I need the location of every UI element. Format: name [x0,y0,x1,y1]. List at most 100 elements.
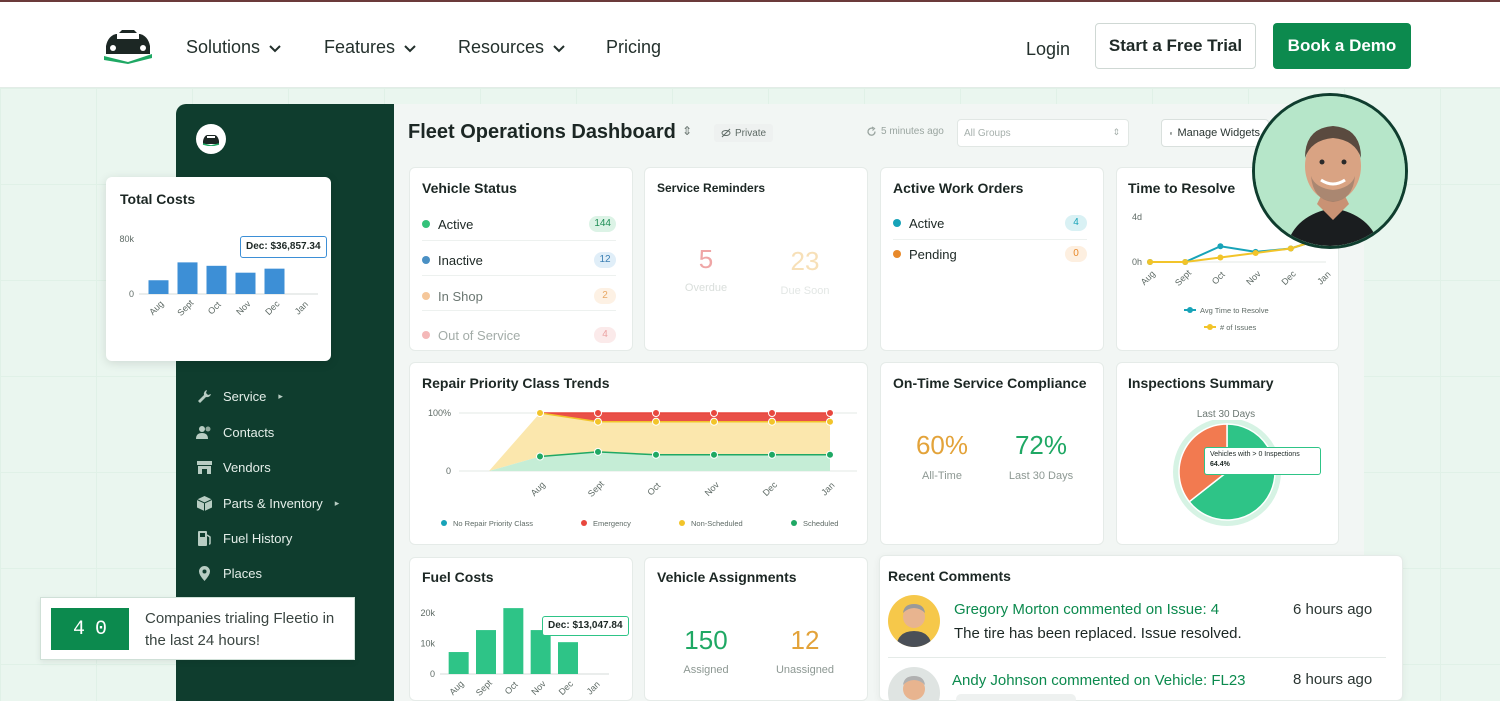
data-point [710,450,718,459]
status-label: Active [909,215,945,231]
manage-widgets-button[interactable]: Manage Widgets [1161,119,1269,147]
time-to-resolve-title: Time to Resolve [1128,180,1236,196]
bar-oct [206,265,227,294]
service-reminders-card[interactable] [644,167,868,351]
eye-off-icon [721,128,731,138]
sidebar-item-vendors[interactable]: Vendors [196,459,271,476]
vehicle-status-row-in-shop[interactable]: In Shop 2 [422,286,616,306]
sidebar-item-parts-inventory[interactable]: Parts & Inventory ▸ [196,495,339,512]
bar-dec [558,642,578,674]
data-point [826,409,834,417]
privacy-label: Private [735,127,767,139]
legend-label: No Repair Priority Class [453,519,533,528]
trial-ticker-text: Companies trialing Fleetio in the last 2… [145,610,335,649]
legend-label: Emergency [593,519,631,528]
total-costs-card[interactable]: Total Costs 0 80k Aug Sept Oct Nov Dec Jan Dec:… [106,177,331,361]
nav-resources-label: Resources [458,37,545,57]
x-tick-label: Aug [147,299,165,317]
x-tick-label: Dec [1279,268,1298,287]
bar-dec [264,268,285,294]
comment-author[interactable]: Gregory Morton commented on Issue: 4 [954,601,1220,618]
comment-author[interactable]: Andy Johnson commented on Vehicle: FL23 [952,672,1246,689]
compliance-title: On-Time Service Compliance [893,375,1087,391]
vehicle-assignments-title: Vehicle Assignments [657,569,797,585]
dashboard-switcher-icon[interactable]: ⇕ [682,124,693,138]
widgets-icon [1170,131,1173,135]
nav-features[interactable]: Features [324,37,417,58]
repair-priority-chart[interactable]: 100% 0 Aug Sept Oct Nov Dec Jan No Repair Priori… [409,395,868,543]
recent-comments-title: Recent Comments [888,568,1011,584]
chevron-down-icon [404,44,416,52]
y-tick-label: 0 [446,466,451,476]
y-tick-label: 20k [420,608,435,618]
fleetio-logo-icon[interactable] [100,26,156,64]
chevron-down-icon [553,44,565,52]
status-dot [422,220,430,228]
bar-sept [177,262,198,294]
data-point [1217,243,1224,250]
legend-dot [1207,324,1213,330]
assigned-count[interactable]: 150 [684,625,728,655]
work-orders-row-pending[interactable]: Pending 0 [893,244,1087,264]
sidebar-logo-icon[interactable] [196,124,226,154]
last-updated: 5 minutes ago [866,126,944,137]
start-free-trial-button[interactable]: Start a Free Trial [1095,23,1256,69]
status-label: In Shop [438,288,483,304]
total-costs-chart[interactable]: 0 80k Aug Sept Oct Nov Dec Jan [106,217,331,357]
due-soon-label: Due Soon [780,285,830,297]
status-dot [422,292,430,300]
recent-comments-card[interactable] [879,555,1403,701]
comment-body: The tire has been replaced. Issue resolv… [954,625,1242,642]
vehicle-assignments-card[interactable] [644,557,868,701]
groups-select-value: All Groups [964,128,1011,139]
vehicle-status-row-inactive[interactable]: Inactive 12 [422,250,616,270]
dashboard-title: Fleet Operations Dashboard [408,121,676,143]
overdue-count[interactable]: 5 [698,244,714,274]
fuel-costs-chart[interactable]: 0 10k 20k Aug Sept Oct Nov Dec Jan [409,595,633,701]
avatar [888,595,940,647]
nav-solutions[interactable]: Solutions [186,37,282,58]
vehicle-status-row-active[interactable]: Active 144 [422,214,616,234]
data-point [1147,259,1153,265]
legend-label: Non-Scheduled [691,519,743,528]
x-tick-label: Sept [175,297,196,318]
sidebar-item-service[interactable]: Service ▸ [196,388,283,405]
sidebar-item-places[interactable]: Places [196,565,262,582]
data-point [826,450,834,459]
x-tick-label: Jan [1315,269,1332,286]
nav-pricing[interactable]: Pricing [606,37,661,58]
data-point [1287,245,1294,252]
vehicle-status-row-out-of-service[interactable]: Out of Service 4 [422,325,616,345]
data-point [768,409,776,417]
nav-resources[interactable]: Resources [458,37,566,58]
pie-slice [1178,423,1228,503]
legend-dot [1187,307,1193,313]
x-tick-label: Sept [586,478,607,499]
groups-select[interactable]: All Groups ⇕ [957,119,1129,147]
sidebar-item-fuel-history[interactable]: Fuel History [196,530,292,547]
time-to-resolve-chart[interactable]: 0h 4d Aug Sept Oct Nov Dec Jan Avg Time to Resol… [1116,200,1339,348]
book-demo-button[interactable]: Book a Demo [1273,23,1411,69]
data-point [768,417,776,426]
x-tick-label: Dec [263,298,282,317]
inspections-pie-chart[interactable] [1116,420,1339,540]
select-arrows-icon: ⇕ [1112,127,1120,137]
login-link[interactable]: Login [1026,39,1071,59]
top-accent-line [0,0,1500,2]
unassigned-count[interactable]: 12 [790,625,820,655]
work-orders-row-active[interactable]: Active 4 [893,213,1087,233]
status-dot [893,219,901,227]
status-count-badge: 12 [594,252,616,268]
refresh-icon[interactable] [866,126,877,137]
chevron-down-icon [269,44,281,52]
assigned-label: Assigned [683,664,729,676]
y-tick-label: 0 [430,669,435,679]
status-label: Active [438,216,474,232]
sidebar-item-label: Parts & Inventory [223,496,323,511]
compliance-card[interactable] [880,362,1104,545]
tooltip-value: 64.4% [1210,461,1230,468]
sidebar-item-contacts[interactable]: Contacts [196,424,274,441]
due-soon-count[interactable]: 23 [790,246,820,276]
privacy-badge: Private [714,124,774,142]
data-point [594,409,602,417]
